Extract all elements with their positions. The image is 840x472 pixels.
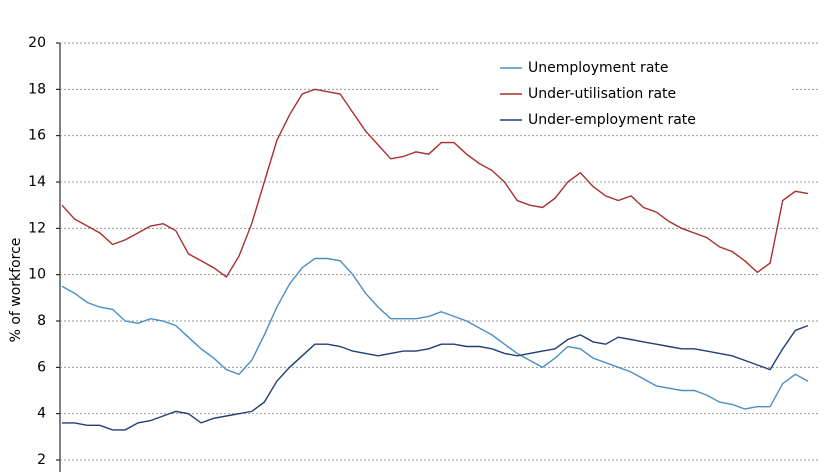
y-tick-label: 12	[28, 220, 46, 236]
y-tick-label: 14	[28, 174, 46, 190]
legend-label: Under-employment rate	[528, 112, 696, 128]
y-tick-label: 16	[28, 128, 46, 144]
y-tick-label: 8	[37, 313, 46, 329]
series-line	[62, 324, 809, 431]
y-tick-label: 2	[37, 452, 46, 468]
y-axis-title: % of workforce	[8, 238, 24, 343]
y-tick-label: 20	[28, 35, 46, 51]
legend-box	[440, 52, 790, 134]
series-line	[61, 88, 809, 279]
series-line	[61, 257, 809, 410]
y-tick-label: 6	[37, 359, 46, 375]
y-tick-label: 4	[37, 406, 46, 422]
y-tick-label: 10	[28, 267, 46, 283]
legend-label: Unemployment rate	[528, 60, 669, 76]
y-tick-label: 18	[28, 81, 46, 97]
legend-label: Under-utilisation rate	[528, 86, 676, 102]
